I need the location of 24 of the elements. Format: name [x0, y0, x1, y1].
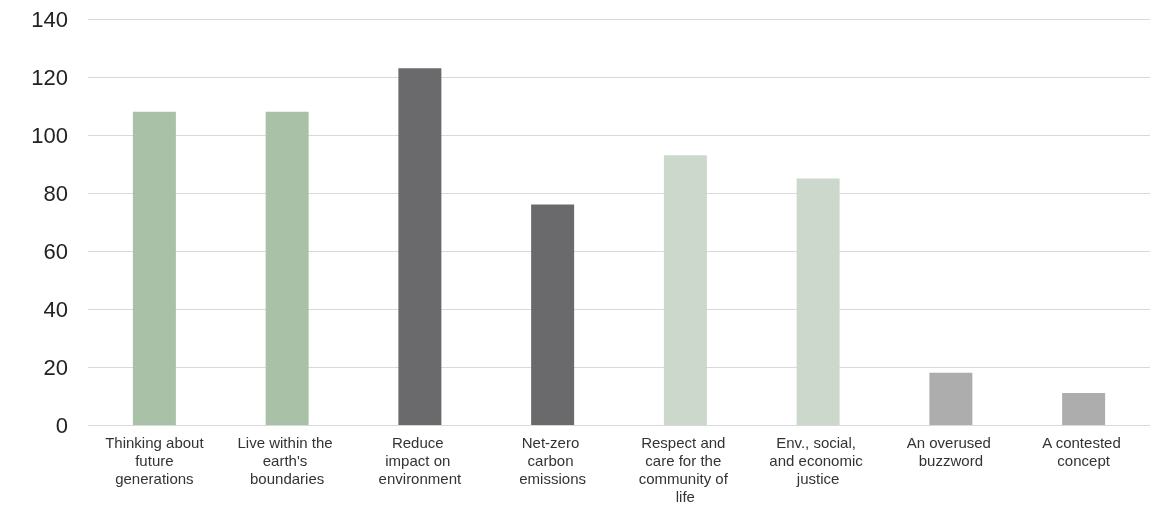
y-tick-label: 20: [43, 354, 68, 380]
y-tick-label: 40: [43, 296, 68, 322]
x-tick-label: Thinking about future generations: [105, 433, 205, 487]
bar: [132, 111, 176, 425]
y-tick-label: 100: [31, 122, 68, 148]
x-tick-label: Reduce impact on environment: [378, 433, 462, 487]
x-tick-label: Net-zero carbon emissions: [519, 433, 586, 487]
x-tick-label: Respect and care for the community of life: [638, 433, 733, 505]
bar: [265, 111, 309, 425]
x-tick-label: Live within the earth's boundaries: [237, 433, 337, 487]
bar: [929, 372, 973, 425]
bar: [531, 204, 575, 425]
x-tick-label: A contested concept: [1042, 433, 1125, 469]
y-tick-label: 60: [43, 238, 68, 264]
x-tick-label: Env., social, and economic justice: [769, 433, 867, 487]
bar: [1062, 393, 1106, 425]
y-tick-label: 80: [43, 180, 68, 206]
y-tick-label: 140: [31, 6, 68, 32]
y-tick-label: 0: [55, 412, 68, 438]
y-tick-label: 120: [31, 64, 68, 90]
bar: [663, 155, 707, 425]
bar: [796, 178, 840, 425]
bar: [398, 68, 442, 425]
x-tick-label: An overused buzzword: [906, 433, 996, 469]
